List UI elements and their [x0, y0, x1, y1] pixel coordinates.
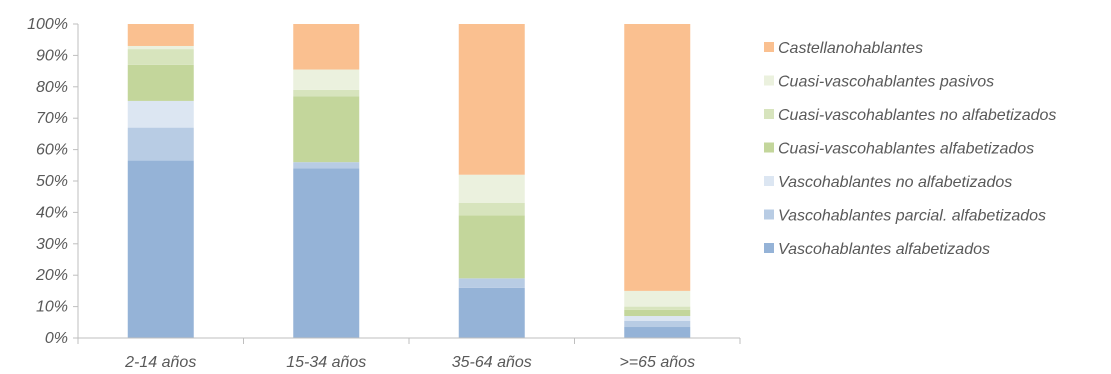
- bars: [127, 24, 691, 338]
- legend-swatch: [764, 109, 774, 119]
- legend-swatch: [764, 176, 774, 186]
- bar-segment: [458, 278, 525, 288]
- x-category-label: 2-14 años: [124, 354, 196, 371]
- bar-segment: [458, 174, 525, 203]
- bar-segment: [293, 96, 360, 163]
- bar-segment: [293, 24, 360, 70]
- x-category-label: 15-34 años: [286, 354, 366, 371]
- bar-segment: [127, 49, 194, 65]
- legend-swatch: [764, 42, 774, 52]
- legend-swatch: [764, 142, 774, 153]
- bar-segment: [458, 24, 525, 175]
- bar-segment: [624, 309, 691, 317]
- bar-segment: [293, 69, 360, 90]
- legend-swatch: [764, 75, 774, 86]
- y-tick-label: 90%: [36, 47, 68, 64]
- bar-stack: [458, 24, 525, 338]
- bar-segment: [458, 215, 525, 279]
- bar-segment: [127, 100, 194, 128]
- bar-segment: [458, 287, 525, 338]
- legend-label: Cuasi-vascohablantes alfabetizados: [778, 141, 1034, 158]
- y-tick-label: 60%: [36, 142, 68, 159]
- bar-segment: [127, 24, 194, 46]
- legend-label: Vascohablantes parcial. alfabetizados: [778, 208, 1046, 225]
- bar-segment: [127, 160, 194, 338]
- legend-swatch: [764, 243, 774, 253]
- bar-segment: [293, 162, 360, 169]
- legend-label: Castellanohablantes: [778, 40, 923, 57]
- bar-segment: [293, 89, 360, 97]
- y-tick-label: 0%: [45, 330, 68, 347]
- legend-item: Vascohablantes alfabetizados: [764, 241, 990, 258]
- bar-stack: [127, 24, 194, 338]
- bar-segment: [624, 327, 691, 338]
- y-axis: 0% 10% 20% 30% 40% 50% 60% 70% 80% 90% 100%: [27, 16, 79, 347]
- bar-segment: [127, 45, 194, 50]
- bar-segment: [624, 320, 691, 328]
- legend-item: Cuasi-vascohablantes pasivos: [764, 74, 994, 91]
- x-category-label: 35-64 años: [452, 354, 532, 371]
- bar-segment: [458, 202, 525, 216]
- legend-item: Castellanohablantes: [764, 40, 923, 57]
- bar-stack: [624, 24, 691, 338]
- bar-segment: [624, 24, 691, 291]
- y-tick-label: 100%: [27, 16, 68, 33]
- bar-stack: [293, 24, 360, 338]
- bar-segment: [624, 290, 691, 307]
- y-tick-label: 80%: [36, 79, 68, 96]
- legend-label: Vascohablantes alfabetizados: [778, 241, 990, 258]
- legend-item: Cuasi-vascohablantes no alfabetizados: [764, 107, 1056, 124]
- legend-label: Vascohablantes no alfabetizados: [778, 174, 1012, 191]
- bar-segment: [127, 127, 194, 161]
- bar-segment: [293, 168, 360, 338]
- legend-label: Cuasi-vascohablantes no alfabetizados: [778, 107, 1056, 124]
- y-tick-label: 50%: [36, 173, 68, 190]
- legend-label: Cuasi-vascohablantes pasivos: [778, 74, 994, 91]
- y-tick-label: 40%: [36, 204, 68, 221]
- y-tick-label: 20%: [35, 267, 68, 284]
- bar-segment: [624, 306, 691, 310]
- bar-segment: [127, 64, 194, 101]
- y-tick-label: 70%: [36, 110, 68, 127]
- legend-item: Vascohablantes parcial. alfabetizados: [764, 208, 1046, 225]
- y-tick-label: 30%: [36, 236, 68, 253]
- legend-item: Cuasi-vascohablantes alfabetizados: [764, 141, 1034, 158]
- x-axis: 2-14 años 15-34 años 35-64 años >=65 años: [77, 337, 741, 371]
- y-tick-label: 10%: [36, 299, 68, 316]
- legend-swatch: [764, 209, 774, 220]
- legend-item: Vascohablantes no alfabetizados: [764, 174, 1012, 191]
- x-category-label: >=65 años: [619, 354, 695, 371]
- legend: Castellanohablantes Cuasi-vascohablantes …: [764, 40, 1056, 258]
- bar-segment: [624, 316, 691, 321]
